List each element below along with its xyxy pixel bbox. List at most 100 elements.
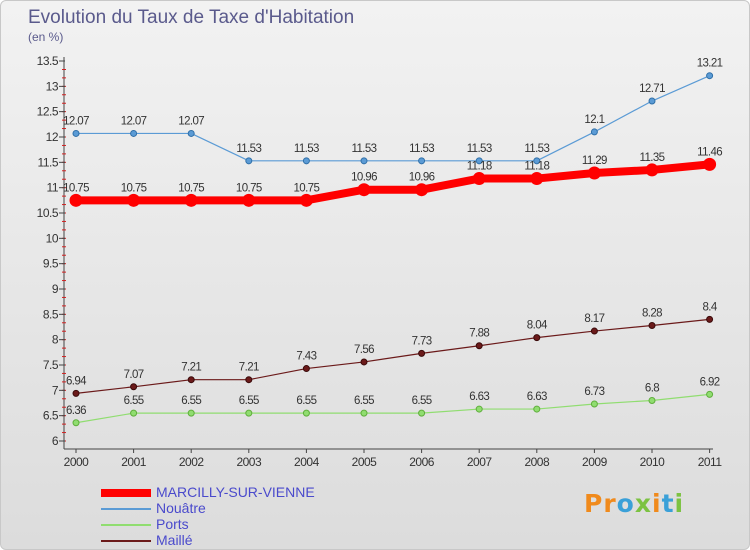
data-label: 12.1 [584, 114, 604, 126]
series-point [472, 172, 486, 186]
logo-letter: i [674, 489, 685, 518]
data-label: 6.63 [469, 391, 489, 403]
series-point [130, 409, 138, 417]
y-axis-tick-label: 8.5 [43, 307, 59, 321]
data-label: 12.71 [639, 83, 665, 95]
data-label: 8.4 [703, 301, 718, 313]
series-point [706, 315, 714, 323]
legend-swatch [101, 508, 151, 510]
x-axis-tick-label: 2007 [467, 455, 493, 469]
data-label: 11.53 [236, 143, 261, 155]
chart-title: Evolution du Taux de Taxe d'Habitation [28, 7, 355, 28]
series-point [245, 157, 253, 165]
series-point [475, 342, 483, 350]
series-point [533, 334, 541, 342]
series-point [299, 193, 313, 207]
series-point [242, 193, 256, 207]
series-point [302, 157, 310, 165]
legend-swatch [101, 540, 151, 542]
legend-swatch [101, 524, 151, 526]
data-label: 7.07 [124, 369, 144, 381]
data-label: 10.75 [236, 182, 262, 194]
series-point [706, 72, 714, 80]
logo-letter: i [652, 489, 662, 518]
data-label: 11.53 [524, 143, 549, 155]
series-point [245, 409, 253, 417]
data-label: 6.55 [181, 395, 201, 407]
data-label: 11.53 [352, 143, 377, 155]
series-point [648, 321, 656, 329]
y-axis-tick-label: 10.5 [37, 206, 59, 220]
data-label: 10.75 [121, 182, 147, 194]
series-point [72, 129, 80, 137]
x-axis-tick-label: 2009 [582, 455, 608, 469]
y-axis-tick-label: 7 [52, 383, 59, 397]
y-axis-tick-label: 6 [52, 434, 59, 448]
data-label: 6.73 [584, 386, 604, 398]
x-axis-tick-label: 2011 [698, 455, 723, 469]
legend-label: Nouâtre [156, 500, 206, 516]
data-label: 12.07 [121, 115, 147, 127]
x-axis-tick-label: 2010 [640, 455, 666, 469]
x-axis-tick-label: 2002 [179, 455, 205, 469]
x-axis-tick-label: 2001 [121, 455, 147, 469]
series-point [530, 172, 544, 186]
data-label: 11.46 [697, 146, 722, 158]
data-label: 7.73 [412, 335, 432, 347]
series-point [590, 128, 598, 136]
data-label: 6.55 [354, 395, 374, 407]
logo-letter: o [616, 489, 635, 518]
data-label: 8.17 [584, 313, 604, 325]
data-label: 6.55 [296, 395, 316, 407]
x-axis-tick-label: 2005 [352, 455, 378, 469]
data-label: 6.8 [645, 382, 659, 394]
series-point [703, 157, 717, 171]
x-axis-tick-label: 2000 [64, 455, 90, 469]
data-label: 7.88 [469, 328, 489, 340]
data-label: 6.92 [700, 376, 720, 388]
series-point [130, 383, 138, 391]
data-label: 11.18 [524, 161, 549, 173]
data-label: 11.53 [467, 143, 492, 155]
data-label: 6.55 [239, 395, 259, 407]
data-label: 8.04 [527, 320, 548, 332]
series-point [475, 157, 483, 165]
series-point [590, 400, 598, 408]
y-axis-tick-label: 9 [52, 282, 59, 296]
data-label: 11.29 [582, 155, 607, 167]
y-axis-tick-label: 7.5 [43, 358, 59, 372]
series-point [187, 129, 195, 137]
data-label: 10.75 [178, 182, 204, 194]
x-axis-tick-label: 2008 [524, 455, 550, 469]
series-point [587, 166, 601, 180]
x-axis-tick-label: 2004 [294, 455, 320, 469]
series-point [418, 409, 426, 417]
series-line-0 [72, 160, 714, 205]
y-axis-tick-label: 8 [52, 333, 59, 347]
series-point [72, 419, 80, 427]
legend-label: MARCILLY-SUR-VIENNE [156, 484, 315, 500]
series-point [645, 163, 659, 177]
series-line-1 [75, 75, 711, 162]
series-point [475, 405, 483, 413]
data-label: 11.35 [640, 152, 665, 164]
series-point [360, 409, 368, 417]
proxiti-logo: Proxiti [584, 489, 684, 518]
series-point [69, 193, 83, 207]
series-point [127, 193, 141, 207]
data-label: 8.28 [642, 307, 662, 319]
series-point [360, 157, 368, 165]
data-label: 6.63 [527, 391, 547, 403]
logo-letter: t [661, 489, 675, 518]
y-axis-tick-label: 13 [46, 79, 59, 93]
series-line-2 [75, 393, 711, 424]
legend-swatch [101, 489, 151, 497]
chart-unit-label: (en %) [28, 30, 64, 44]
data-label: 10.96 [409, 172, 435, 184]
series-point [357, 183, 371, 197]
series-line-3 [75, 318, 711, 394]
data-label: 10.96 [351, 172, 377, 184]
series-point [418, 349, 426, 357]
